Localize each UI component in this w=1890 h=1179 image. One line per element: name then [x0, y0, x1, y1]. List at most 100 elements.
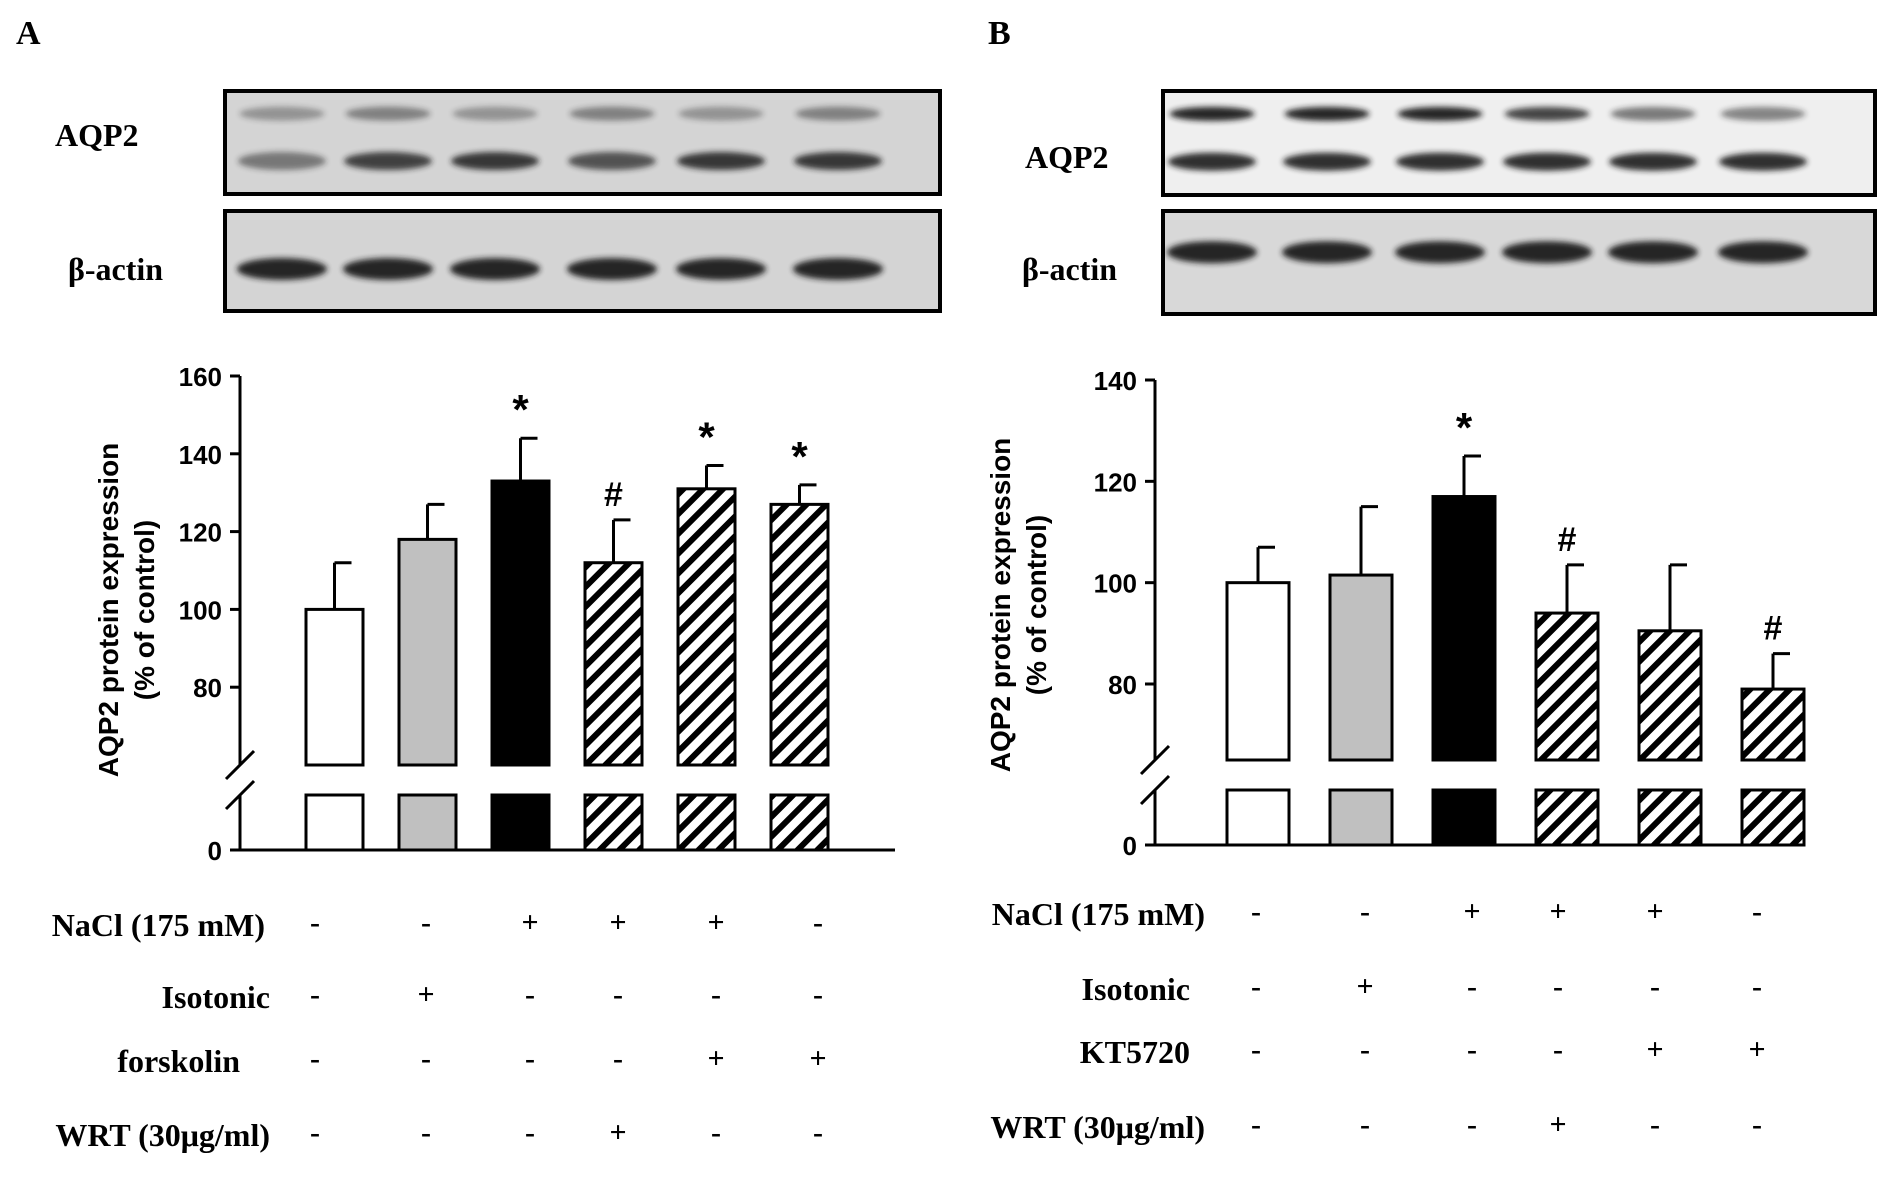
blot-a-actin-band [567, 258, 657, 280]
condition-mark-a: - [525, 978, 535, 1011]
panel-a: A AQP2 β-actin 160 140 120 100 80 0 AQP2 prote… [16, 15, 942, 1153]
y-tick-label-b: 0 [1123, 831, 1137, 861]
condition-mark-b: + [1549, 1108, 1566, 1141]
condition-mark-a: - [310, 978, 320, 1011]
blot-a-aqp2-upper-band [239, 106, 325, 121]
y-tick-label-b: 120 [1094, 467, 1137, 497]
significance-mark-b-3: * [1456, 404, 1473, 451]
bar-lower-b-5 [1637, 788, 1703, 847]
blot-b-actin-band [1718, 241, 1808, 264]
condition-mark-a: - [711, 1116, 721, 1149]
condition-mark-a: - [711, 978, 721, 1011]
panel-label-b: B [988, 15, 1011, 52]
condition-mark-b: - [1467, 1108, 1477, 1141]
condition-mark-a: - [613, 978, 623, 1011]
y-axis-label-a: (% of control) [129, 520, 160, 700]
blot-a-aqp2-lower-band [451, 152, 539, 171]
blot-a-aqp2-upper-band [569, 106, 655, 121]
blot-b-aqp2-lower-band [1719, 152, 1807, 171]
condition-mark-b: - [1360, 1033, 1370, 1066]
condition-label-b: KT5720 [1080, 1034, 1190, 1070]
blot-b-actin-label: β-actin [1022, 251, 1117, 287]
y-axis-label-b: AQP2 protein expression [985, 438, 1016, 773]
blot-b-aqp2-upper-band [1284, 106, 1370, 121]
y-axis-label-a: AQP2 protein expression [93, 443, 124, 778]
condition-mark-a: + [417, 978, 434, 1011]
chart-a: 160 140 120 100 80 0 AQP2 protein expression (%… [93, 362, 895, 866]
condition-mark-b: - [1251, 1033, 1261, 1066]
bar-lower-a-3 [490, 793, 551, 852]
condition-mark-a: + [707, 1042, 724, 1075]
condition-mark-a: + [609, 906, 626, 939]
blot-b-aqp2-lower-band [1168, 152, 1256, 171]
significance-mark-b-4: # [1558, 521, 1577, 559]
bar-lower-b-1 [1225, 788, 1291, 847]
condition-mark-a: - [813, 978, 823, 1011]
bar-a-4 [583, 561, 644, 767]
condition-label-a: NaCl (175 mM) [52, 907, 265, 943]
panel-b: B AQP2 β-actin 140 120 100 80 0 AQP2 protein … [985, 15, 1877, 1145]
condition-mark-a: - [613, 1042, 623, 1075]
y-tick-label-a: 80 [193, 673, 222, 703]
bar-lower-b-2 [1328, 788, 1394, 847]
blot-a-actin-band [237, 258, 327, 280]
condition-mark-b: - [1752, 1108, 1762, 1141]
blot-b-actin-band [1502, 241, 1592, 264]
axis-break-mark-b [1139, 744, 1171, 776]
condition-mark-a: + [609, 1116, 626, 1149]
blot-b-aqp2-upper-band [1610, 106, 1696, 121]
condition-mark-a: - [421, 1116, 431, 1149]
condition-mark-b: + [1463, 895, 1480, 928]
y-tick-label-a: 140 [179, 440, 222, 470]
condition-mark-a: - [813, 1116, 823, 1149]
blot-b-aqp2-lower-band [1609, 152, 1697, 171]
condition-label-a: Isotonic [162, 979, 270, 1015]
y-axis-label-b: (% of control) [1021, 515, 1052, 695]
blot-b-aqp2-label: AQP2 [1025, 139, 1109, 175]
blot-b-aqp2-lower-band [1503, 152, 1591, 171]
bar-lower-a-5 [676, 793, 737, 852]
bar-lower-a-1 [304, 793, 365, 852]
condition-mark-b: - [1752, 895, 1762, 928]
y-tick-label-b: 100 [1094, 569, 1137, 599]
condition-mark-b: + [1549, 895, 1566, 928]
conditions-b: NaCl (175 mM) - - + + + - Isotonic - + - - - - KT5720 -… [990, 895, 1765, 1145]
blot-b-actin-band [1395, 241, 1485, 264]
condition-mark-b: + [1646, 895, 1663, 928]
blot-a-aqp2-lower-band [568, 152, 656, 171]
condition-mark-a: - [813, 906, 823, 939]
condition-mark-b: + [1356, 970, 1373, 1003]
blot-a-actin-band [343, 258, 433, 280]
bar-lower-b-3 [1431, 788, 1497, 847]
blot-a-aqp2-lower-band [238, 152, 326, 171]
blot-b-aqp2-upper-band [1504, 106, 1590, 121]
condition-mark-b: - [1251, 895, 1261, 928]
bar-lower-a-2 [397, 793, 458, 852]
conditions-a: NaCl (175 mM) - - + + + - Isotonic - + - - - - forskol… [52, 906, 827, 1153]
condition-mark-a: - [310, 1042, 320, 1075]
significance-mark-a-6: * [791, 433, 808, 480]
condition-label-a: WRT (30μg/ml) [55, 1117, 270, 1153]
bar-lower-a-4 [583, 793, 644, 852]
condition-mark-a: + [521, 906, 538, 939]
blot-a-aqp2-label: AQP2 [55, 117, 139, 153]
blot-a-aqp2-upper-band [678, 106, 764, 121]
condition-mark-b: + [1748, 1033, 1765, 1066]
bar-b-5 [1637, 629, 1703, 762]
blot-a-aqp2-upper-band [452, 106, 538, 121]
condition-mark-a: - [310, 906, 320, 939]
condition-mark-a: - [421, 1042, 431, 1075]
blot-a-aqp2-lower-band [677, 152, 765, 171]
bar-a-6 [769, 502, 830, 767]
condition-label-a: forskolin [117, 1043, 240, 1079]
bar-lower-a-6 [769, 793, 830, 852]
y-tick-label-a: 0 [208, 836, 222, 866]
condition-mark-b: - [1360, 895, 1370, 928]
condition-label-b: NaCl (175 mM) [992, 896, 1205, 932]
blot-b-aqp2-frame [1161, 89, 1877, 197]
y-tick-label-a: 160 [179, 362, 222, 392]
condition-mark-b: - [1467, 1033, 1477, 1066]
blot-a-aqp2-upper-band [795, 106, 881, 121]
significance-mark-a-3: * [512, 386, 529, 433]
